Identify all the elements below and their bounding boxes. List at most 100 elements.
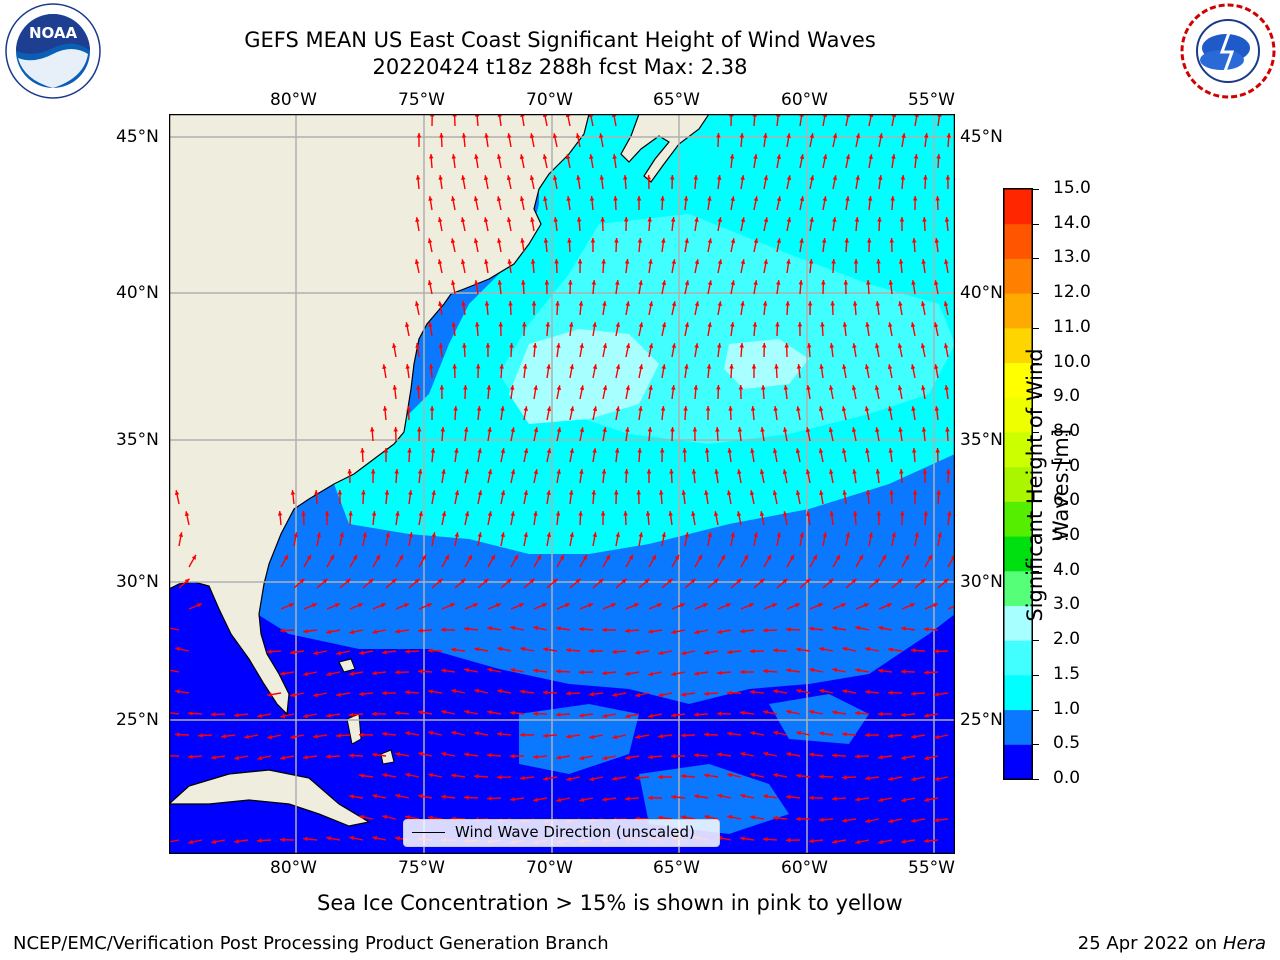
wave-direction-arrowhead	[567, 238, 572, 243]
wave-direction-arrowhead	[740, 669, 745, 675]
colorbar-tick-mark	[1033, 223, 1039, 225]
wave-direction-arrowhead	[418, 794, 424, 799]
wave-direction-arrowhead	[392, 385, 398, 390]
wave-direction-arrowhead	[461, 133, 467, 138]
wave-direction-arrowhead	[487, 511, 493, 517]
wave-direction-arrowhead	[875, 427, 880, 433]
wave-direction-arrowhead	[819, 490, 824, 495]
wave-direction-arrowhead	[299, 578, 305, 584]
wave-direction-arrowhead	[405, 690, 410, 695]
wave-direction-arrowhead	[911, 448, 917, 453]
wave-direction-arrowhead	[799, 532, 805, 538]
wave-direction-arrowhead	[602, 797, 607, 802]
wave-direction-arrowhead	[888, 690, 893, 696]
wave-direction-arrowhead	[483, 578, 489, 584]
colorbar-tick-mark	[1033, 779, 1039, 780]
wave-direction-arrowhead	[727, 772, 733, 778]
wave-direction-arrowhead	[267, 734, 273, 740]
wave-direction-arrowhead	[398, 554, 403, 560]
wave-direction-arrowhead	[912, 490, 918, 495]
wave-direction-arrowhead	[552, 175, 558, 181]
wave-direction-arrowhead	[694, 343, 699, 348]
wave-direction-arrowhead	[416, 133, 422, 138]
wave-direction-arrowhead	[743, 554, 748, 560]
wave-direction-arrowhead	[809, 175, 815, 181]
colorbar-segment	[1004, 362, 1032, 398]
wave-direction-arrowhead	[890, 196, 895, 201]
lon-label-bottom: 65°W	[653, 858, 700, 878]
wave-direction-arrowhead	[441, 668, 446, 673]
wave-direction-arrowhead	[645, 511, 651, 516]
wave-direction-arrowhead	[909, 603, 915, 608]
wave-direction-arrowhead	[842, 490, 847, 495]
wave-direction-arrowhead	[509, 343, 514, 348]
wave-direction-arrowhead	[184, 511, 190, 517]
wave-direction-arrowhead	[715, 427, 720, 432]
wave-direction-arrow	[169, 669, 180, 673]
wave-direction-arrowhead	[257, 755, 263, 761]
wave-direction-arrowhead	[782, 511, 788, 517]
wave-direction-arrowhead	[589, 648, 594, 654]
wave-direction-arrowhead	[831, 259, 836, 264]
wave-direction-arrowhead	[510, 469, 516, 475]
wave-direction-arrowhead	[648, 713, 654, 719]
wave-direction-arrowhead	[349, 629, 355, 635]
wave-direction-arrowhead	[543, 196, 548, 202]
colorbar-segment	[1004, 536, 1032, 572]
wave-direction-arrowhead	[863, 603, 869, 608]
lat-label-left: 40°N	[116, 283, 159, 303]
wave-direction-arrowhead	[651, 554, 656, 560]
wave-direction-arrowhead	[946, 511, 952, 516]
wave-direction-arrowhead	[418, 710, 423, 715]
wave-direction-arrowhead	[602, 343, 608, 349]
colorbar-segment	[1004, 431, 1032, 468]
wave-height-map	[169, 114, 955, 854]
wave-direction-arrowhead	[828, 427, 834, 433]
wave-direction-arrowhead	[290, 692, 296, 698]
wave-direction-arrowhead	[934, 776, 940, 782]
wave-direction-arrowhead	[759, 578, 765, 584]
wave-direction-arrowhead	[897, 578, 903, 584]
wave-direction-arrowhead	[740, 710, 745, 716]
wave-direction-arrowhead	[428, 364, 434, 369]
wave-direction-arrowhead	[383, 448, 389, 453]
wave-direction-arrowhead	[842, 646, 848, 652]
colorbar-tick-mark	[1033, 501, 1039, 503]
wave-direction-arrowhead	[818, 448, 824, 454]
wave-direction-arrowhead	[326, 713, 331, 718]
wave-direction-arrowhead	[864, 406, 870, 412]
wave-direction-arrowhead	[324, 511, 330, 516]
wave-direction-arrowhead	[934, 364, 939, 370]
wave-direction-arrowhead	[855, 754, 860, 759]
wave-direction-arrowhead	[691, 511, 696, 516]
wave-direction-arrowhead	[521, 322, 527, 327]
wave-direction-arrowhead	[694, 301, 700, 307]
wave-direction-arrowhead	[615, 406, 620, 412]
wave-direction-arrowhead	[771, 603, 777, 608]
wave-direction-arrowhead	[660, 196, 665, 201]
wave-direction-arrowhead	[431, 490, 436, 495]
wave-direction-arrowhead	[818, 406, 824, 412]
wave-direction-arrowhead	[697, 554, 702, 560]
wave-direction-arrowhead	[530, 217, 535, 222]
wave-direction-arrowhead	[798, 280, 804, 285]
wave-direction-arrowhead	[349, 835, 355, 841]
wave-direction-arrowhead	[313, 692, 319, 698]
wave-direction-arrowhead	[444, 554, 449, 560]
wave-direction-arrowhead	[267, 692, 272, 697]
colorbar-segment	[1004, 570, 1032, 606]
wave-direction-arrowhead	[625, 628, 630, 634]
wave-direction-arrowhead	[730, 238, 736, 244]
colorbar-tick-mark	[1033, 189, 1039, 190]
wave-direction-arrowhead	[897, 343, 903, 349]
wave-direction-arrowhead	[644, 578, 650, 584]
wave-direction-arrowhead	[461, 301, 466, 306]
wave-direction-arrowhead	[487, 710, 492, 715]
wave-direction-arrowhead	[805, 578, 811, 584]
wave-direction-arrowhead	[808, 259, 814, 264]
wave-direction-arrowhead	[372, 835, 378, 841]
wave-direction-arrowhead	[418, 751, 424, 757]
wave-direction-arrowhead	[935, 448, 940, 453]
wave-direction-arrowhead	[900, 511, 905, 516]
wave-direction-arrowhead	[934, 817, 939, 823]
